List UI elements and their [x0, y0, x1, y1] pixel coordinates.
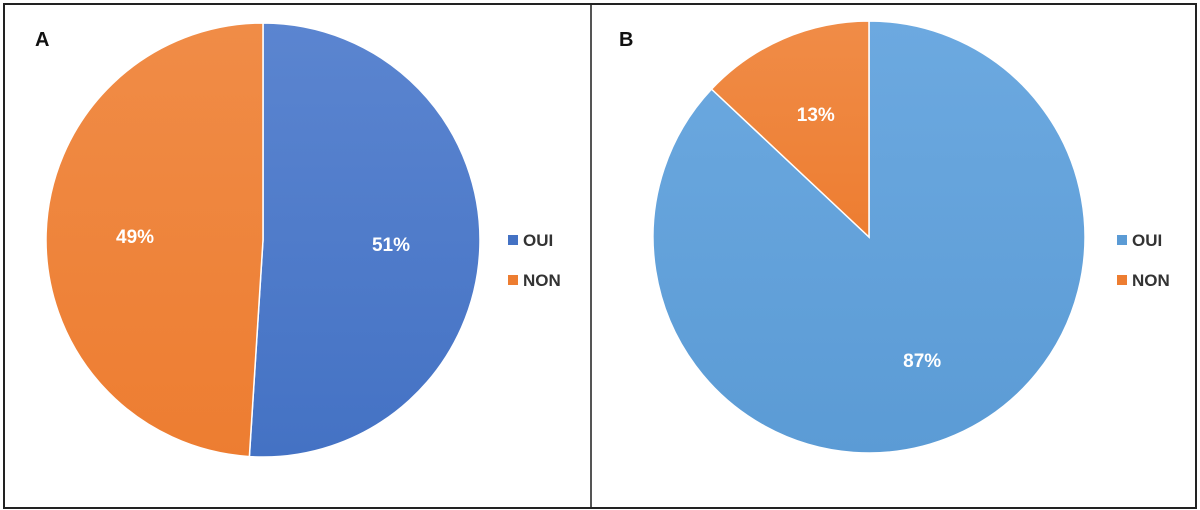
panel-letter-b: B: [619, 29, 634, 51]
legend-label-b-oui: OUI: [1132, 231, 1162, 250]
pie-slice-b-non: [710, 20, 870, 239]
legend-label-a-oui: OUI: [523, 231, 553, 250]
legend-label-a-non: NON: [523, 271, 561, 290]
legend-swatch-a-non: [508, 275, 518, 285]
legend-label-b-non: NON: [1132, 271, 1170, 290]
slice-label-b-non: 13%: [797, 105, 835, 126]
pie-slice-a-oui: [248, 22, 481, 458]
legend-swatch-b-non: [1117, 275, 1127, 285]
slice-label-a-non: 49%: [116, 227, 154, 248]
legend-swatch-a-oui: [508, 235, 518, 245]
panel-divider: [590, 5, 592, 507]
slice-label-a-oui: 51%: [372, 235, 410, 256]
pie-slice-a-non: [45, 22, 264, 458]
legend-swatch-b-oui: [1117, 235, 1127, 245]
pie-charts: 51% 49% OUI NON 87% 13% OUI NON: [45, 20, 1170, 458]
figure-frame: A B 51% 49% OUI NON 87% 13% OUI NON: [3, 3, 1197, 509]
slice-label-b-oui: 87%: [903, 351, 941, 372]
panel-letter-a: A: [35, 29, 50, 51]
